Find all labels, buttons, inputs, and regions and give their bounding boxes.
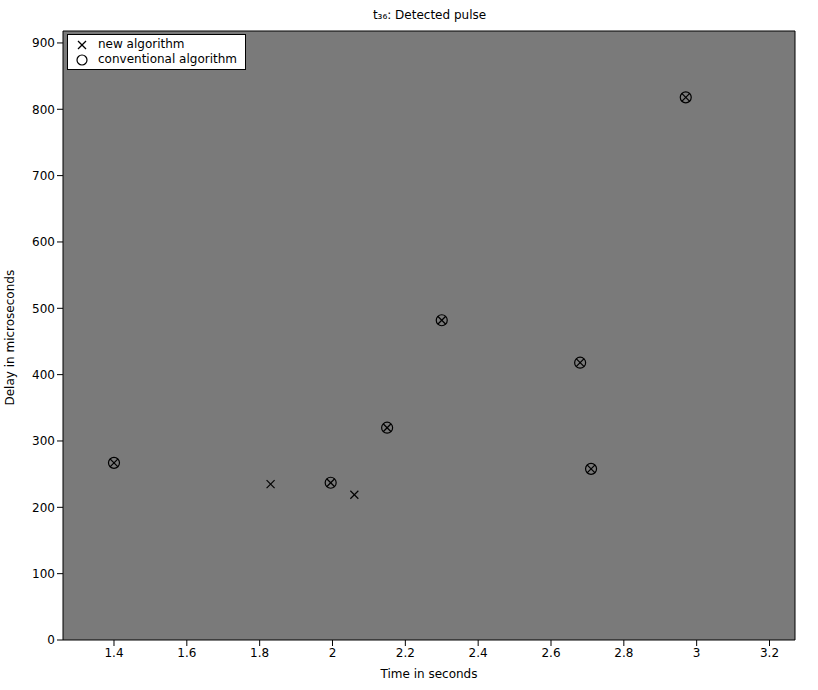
html-text:new algorithm: new algorithm [98,37,185,51]
html-text:conventional algorithm: conventional algorithm [98,52,237,66]
svg-text:500: 500 [32,302,55,316]
svg-text:0: 0 [47,633,55,647]
svg-text:900: 900 [32,36,55,50]
svg-text:Delay in microseconds: Delay in microseconds [3,270,17,406]
svg-text:400: 400 [32,368,55,382]
svg-text:800: 800 [32,103,55,117]
svg-text:2.4: 2.4 [469,646,488,660]
svg-text:1.6: 1.6 [177,646,196,660]
svg-text:700: 700 [32,169,55,183]
html-text:t₃₆: Detected pulse: t₃₆: Detected pulse [372,8,487,22]
svg-text:2.8: 2.8 [614,646,633,660]
svg-text:1.4: 1.4 [104,646,123,660]
svg-text:600: 600 [32,235,55,249]
svg-text:200: 200 [32,501,55,515]
svg-text:3: 3 [693,646,701,660]
svg-text:2.6: 2.6 [541,646,560,660]
svg-text:2: 2 [329,646,337,660]
svg-text:300: 300 [32,434,55,448]
svg-text:100: 100 [32,567,55,581]
svg-text:Time in seconds: Time in seconds [380,667,478,681]
svg-text:2.2: 2.2 [396,646,415,660]
svg-text:1.8: 1.8 [250,646,269,660]
svg-text:3.2: 3.2 [760,646,779,660]
